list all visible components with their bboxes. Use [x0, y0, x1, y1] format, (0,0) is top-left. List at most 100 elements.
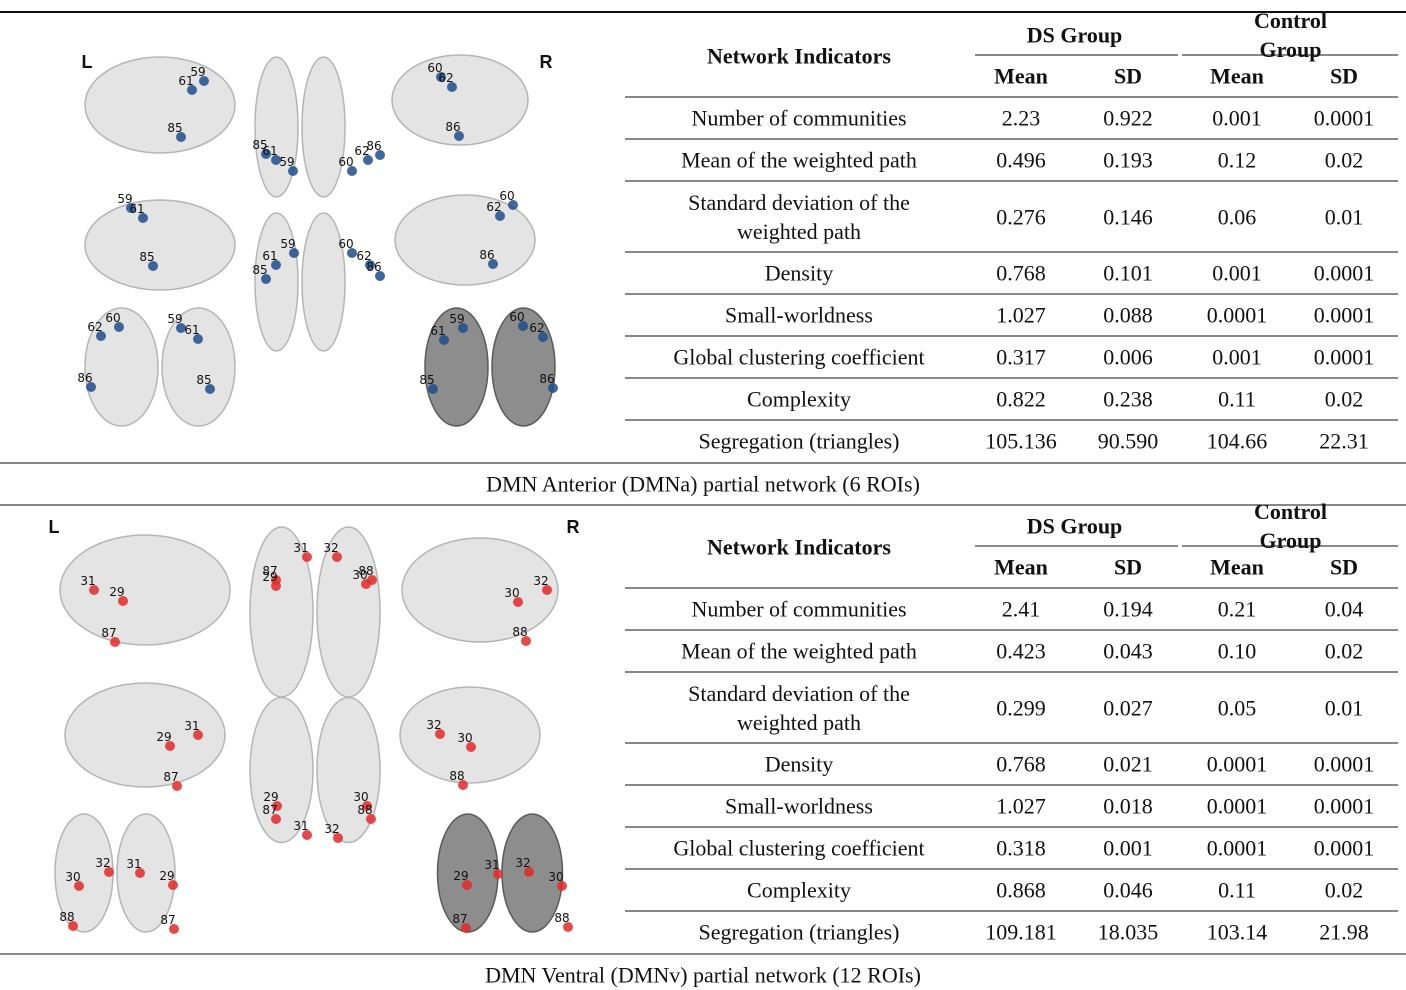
roi-label: 60 — [509, 310, 524, 324]
table-value: 0.001 — [1103, 834, 1153, 863]
table-value: 0.822 — [996, 385, 1046, 414]
table-value: 0.768 — [996, 259, 1046, 288]
header-indicator: Network Indicators — [707, 533, 891, 562]
table-value: 0.318 — [996, 834, 1046, 863]
table-value: 0.0001 — [1314, 301, 1375, 330]
roi-label: 62 — [438, 71, 453, 85]
roi-label: 32 — [95, 856, 110, 870]
roi-label: 32 — [323, 541, 338, 555]
header-stat: Mean — [1210, 62, 1264, 91]
table-value: 0.001 — [1212, 104, 1262, 133]
table-value: 0.0001 — [1207, 792, 1268, 821]
roi-label: 88 — [449, 769, 464, 783]
roi-label: 87 — [262, 803, 277, 817]
table-value: 0.018 — [1103, 792, 1153, 821]
table-value: 0.02 — [1325, 876, 1364, 905]
roi-label: 87 — [160, 913, 175, 927]
figure: 5961858561596062866062865961855961856062… — [0, 0, 1406, 989]
roi-label: 31 — [126, 857, 141, 871]
table-value: 0.868 — [996, 876, 1046, 905]
table-value: 0.146 — [1103, 202, 1153, 231]
header-stat: SD — [1114, 553, 1142, 582]
table-value: 0.006 — [1103, 343, 1153, 372]
roi-label: 61 — [178, 74, 193, 88]
roi-label: 31 — [293, 819, 308, 833]
roi-label: 31 — [293, 541, 308, 555]
table-value: 2.23 — [1002, 104, 1041, 133]
table-value: 0.101 — [1103, 259, 1153, 288]
table-value: 0.423 — [996, 637, 1046, 666]
roi-label: 86 — [77, 371, 92, 385]
table-value: 0.06 — [1218, 202, 1257, 231]
caption: DMN Ventral (DMNv) partial network (12 R… — [485, 961, 921, 990]
table-value: 0.043 — [1103, 637, 1153, 666]
indicator-name: Complexity — [747, 876, 851, 905]
caption: DMN Anterior (DMNa) partial network (6 R… — [486, 470, 920, 499]
roi-label: 29 — [156, 730, 171, 744]
table-value: 0.0001 — [1314, 834, 1375, 863]
hemisphere-label: L — [82, 52, 93, 72]
table-value: 104.66 — [1207, 427, 1268, 456]
table-value: 103.14 — [1207, 918, 1268, 947]
brain-hemisphere — [255, 213, 298, 351]
roi-label: 86 — [445, 120, 460, 134]
indicator-name: Standard deviation of the weighted path — [688, 679, 910, 737]
brain-view — [85, 200, 235, 290]
table-value: 105.136 — [985, 427, 1057, 456]
table-value: 0.922 — [1103, 104, 1153, 133]
roi-label: 86 — [539, 372, 554, 386]
roi-label: 32 — [515, 856, 530, 870]
indicator-name: Number of communities — [691, 104, 906, 133]
table-value: 0.193 — [1103, 146, 1153, 175]
table-value: 0.001 — [1212, 343, 1262, 372]
table-value: 0.10 — [1218, 637, 1257, 666]
hemisphere-label: R — [567, 517, 580, 537]
brain-hemisphere — [302, 213, 345, 351]
roi-label: 85 — [419, 373, 434, 387]
table-value: 2.41 — [1002, 595, 1041, 624]
table-value: 0.238 — [1103, 385, 1153, 414]
table-value: 0.11 — [1218, 876, 1256, 905]
table-value: 0.021 — [1103, 750, 1153, 779]
roi-label: 31 — [184, 719, 199, 733]
roi-label: 60 — [338, 155, 353, 169]
table-value: 0.04 — [1325, 595, 1364, 624]
table-value: 0.001 — [1212, 259, 1262, 288]
table-value: 0.496 — [996, 146, 1046, 175]
roi-label: 86 — [366, 260, 381, 274]
roi-label: 87 — [163, 770, 178, 784]
roi-label: 30 — [548, 870, 563, 884]
roi-label: 60 — [338, 237, 353, 251]
table-value: 0.027 — [1103, 693, 1153, 722]
roi-label: 61 — [430, 324, 445, 338]
indicator-name: Global clustering coefficient — [673, 343, 924, 372]
roi-label: 61 — [262, 144, 277, 158]
table-value: 0.02 — [1325, 385, 1364, 414]
roi-label: 87 — [101, 626, 116, 640]
table-value: 0.01 — [1325, 693, 1364, 722]
brain-hemisphere — [302, 57, 345, 197]
brain-view — [85, 57, 235, 153]
roi-label: 30 — [65, 870, 80, 884]
roi-label: 59 — [279, 155, 294, 169]
roi-label: 30 — [457, 731, 472, 745]
table-value: 21.98 — [1319, 918, 1369, 947]
indicator-name: Number of communities — [691, 595, 906, 624]
roi-label: 31 — [484, 858, 499, 872]
header-stat: SD — [1114, 62, 1142, 91]
table-value: 0.0001 — [1314, 750, 1375, 779]
header-group: DS Group — [1027, 21, 1123, 50]
roi-label: 85 — [252, 263, 267, 277]
table-value: 0.0001 — [1314, 343, 1375, 372]
header-group: DS Group — [1027, 512, 1123, 541]
table-value: 0.299 — [996, 693, 1046, 722]
roi-label: 29 — [453, 869, 468, 883]
roi-label: 60 — [499, 189, 514, 203]
indicator-name: Segregation (triangles) — [699, 427, 900, 456]
roi-label: 32 — [324, 822, 339, 836]
roi-label: 86 — [479, 248, 494, 262]
roi-label: 29 — [159, 869, 174, 883]
brain-view — [402, 538, 558, 642]
table-value: 90.590 — [1098, 427, 1159, 456]
table-value: 0.0001 — [1207, 301, 1268, 330]
